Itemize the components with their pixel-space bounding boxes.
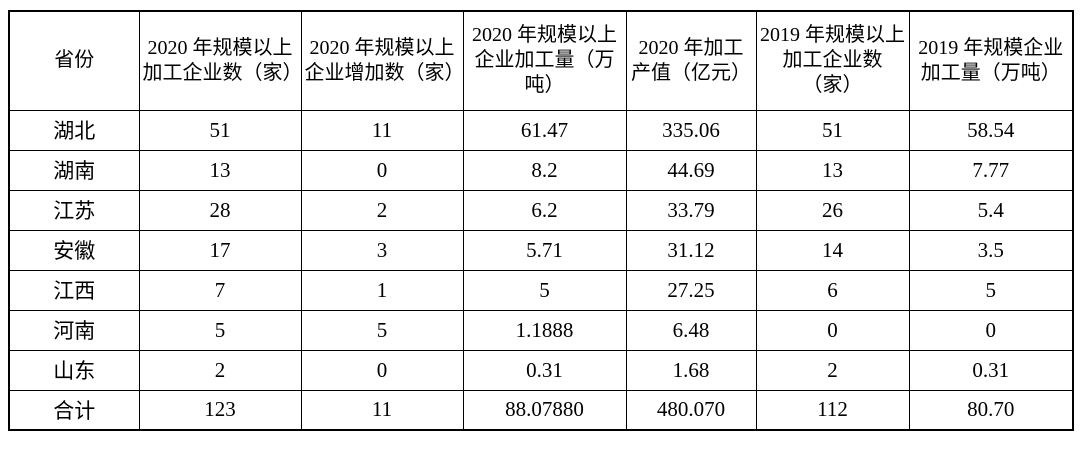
- province-cell: 合计: [8, 389, 140, 431]
- value-cell: 2: [138, 349, 302, 391]
- value-cell: 5: [908, 269, 1074, 311]
- column-header: 2020 年规模以上企业加工量（万吨）: [462, 10, 627, 111]
- value-cell: 44.69: [625, 149, 757, 191]
- value-cell: 2: [755, 349, 910, 391]
- value-cell: 0.31: [462, 349, 627, 391]
- value-cell: 5.71: [462, 229, 627, 271]
- province-cell: 安徽: [8, 229, 140, 271]
- province-cell: 山东: [8, 349, 140, 391]
- value-cell: 11: [300, 109, 464, 151]
- value-cell: 51: [755, 109, 910, 151]
- value-cell: 3.5: [908, 229, 1074, 271]
- value-cell: 27.25: [625, 269, 757, 311]
- province-processing-table: 省份 2020 年规模以上加工企业数（家） 2020 年规模以上企业增加数（家） 20…: [8, 10, 1074, 431]
- value-cell: 0: [755, 309, 910, 351]
- value-cell: 7.77: [908, 149, 1074, 191]
- value-cell: 58.54: [908, 109, 1074, 151]
- value-cell: 31.12: [625, 229, 757, 271]
- column-header: 2019 年规模以上加工企业数（家）: [755, 10, 910, 111]
- column-header: 2020 年规模以上企业增加数（家）: [300, 10, 464, 111]
- value-cell: 88.07880: [462, 389, 627, 431]
- value-cell: 123: [138, 389, 302, 431]
- table-row: 江苏 28 2 6.2 33.79 26 5.4: [8, 189, 1074, 231]
- province-cell: 江苏: [8, 189, 140, 231]
- value-cell: 1.68: [625, 349, 757, 391]
- value-cell: 6.2: [462, 189, 627, 231]
- value-cell: 33.79: [625, 189, 757, 231]
- province-cell: 湖南: [8, 149, 140, 191]
- value-cell: 2: [300, 189, 464, 231]
- value-cell: 0: [300, 349, 464, 391]
- value-cell: 13: [138, 149, 302, 191]
- value-cell: 13: [755, 149, 910, 191]
- province-cell: 河南: [8, 309, 140, 351]
- value-cell: 480.070: [625, 389, 757, 431]
- value-cell: 28: [138, 189, 302, 231]
- value-cell: 7: [138, 269, 302, 311]
- value-cell: 11: [300, 389, 464, 431]
- total-row: 合计 123 11 88.07880 480.070 112 80.70: [8, 389, 1074, 431]
- value-cell: 0: [908, 309, 1074, 351]
- table-row: 山东 2 0 0.31 1.68 2 0.31: [8, 349, 1074, 391]
- value-cell: 335.06: [625, 109, 757, 151]
- table-row: 河南 5 5 1.1888 6.48 0 0: [8, 309, 1074, 351]
- value-cell: 6: [755, 269, 910, 311]
- value-cell: 61.47: [462, 109, 627, 151]
- value-cell: 0: [300, 149, 464, 191]
- value-cell: 6.48: [625, 309, 757, 351]
- value-cell: 80.70: [908, 389, 1074, 431]
- column-header: 2020 年规模以上加工企业数（家）: [138, 10, 302, 111]
- value-cell: 1: [300, 269, 464, 311]
- value-cell: 5: [300, 309, 464, 351]
- column-header: 2020 年加工产值（亿元）: [625, 10, 757, 111]
- value-cell: 1.1888: [462, 309, 627, 351]
- table-row: 江西 7 1 5 27.25 6 5: [8, 269, 1074, 311]
- column-header: 省份: [8, 10, 140, 111]
- value-cell: 5: [138, 309, 302, 351]
- column-header: 2019 年规模企业加工量（万吨）: [908, 10, 1074, 111]
- value-cell: 17: [138, 229, 302, 271]
- value-cell: 14: [755, 229, 910, 271]
- value-cell: 112: [755, 389, 910, 431]
- province-cell: 江西: [8, 269, 140, 311]
- header-row: 省份 2020 年规模以上加工企业数（家） 2020 年规模以上企业增加数（家） 20…: [8, 10, 1074, 111]
- value-cell: 0.31: [908, 349, 1074, 391]
- province-cell: 湖北: [8, 109, 140, 151]
- table-container: 省份 2020 年规模以上加工企业数（家） 2020 年规模以上企业增加数（家） 20…: [8, 10, 1074, 431]
- value-cell: 26: [755, 189, 910, 231]
- table-row: 安徽 17 3 5.71 31.12 14 3.5: [8, 229, 1074, 271]
- value-cell: 5.4: [908, 189, 1074, 231]
- table-row: 湖南 13 0 8.2 44.69 13 7.77: [8, 149, 1074, 191]
- table-row: 湖北 51 11 61.47 335.06 51 58.54: [8, 109, 1074, 151]
- table-body: 湖北 51 11 61.47 335.06 51 58.54 湖南 13 0 8.2 44.69 13 7…: [8, 109, 1074, 431]
- value-cell: 51: [138, 109, 302, 151]
- value-cell: 8.2: [462, 149, 627, 191]
- value-cell: 5: [462, 269, 627, 311]
- value-cell: 3: [300, 229, 464, 271]
